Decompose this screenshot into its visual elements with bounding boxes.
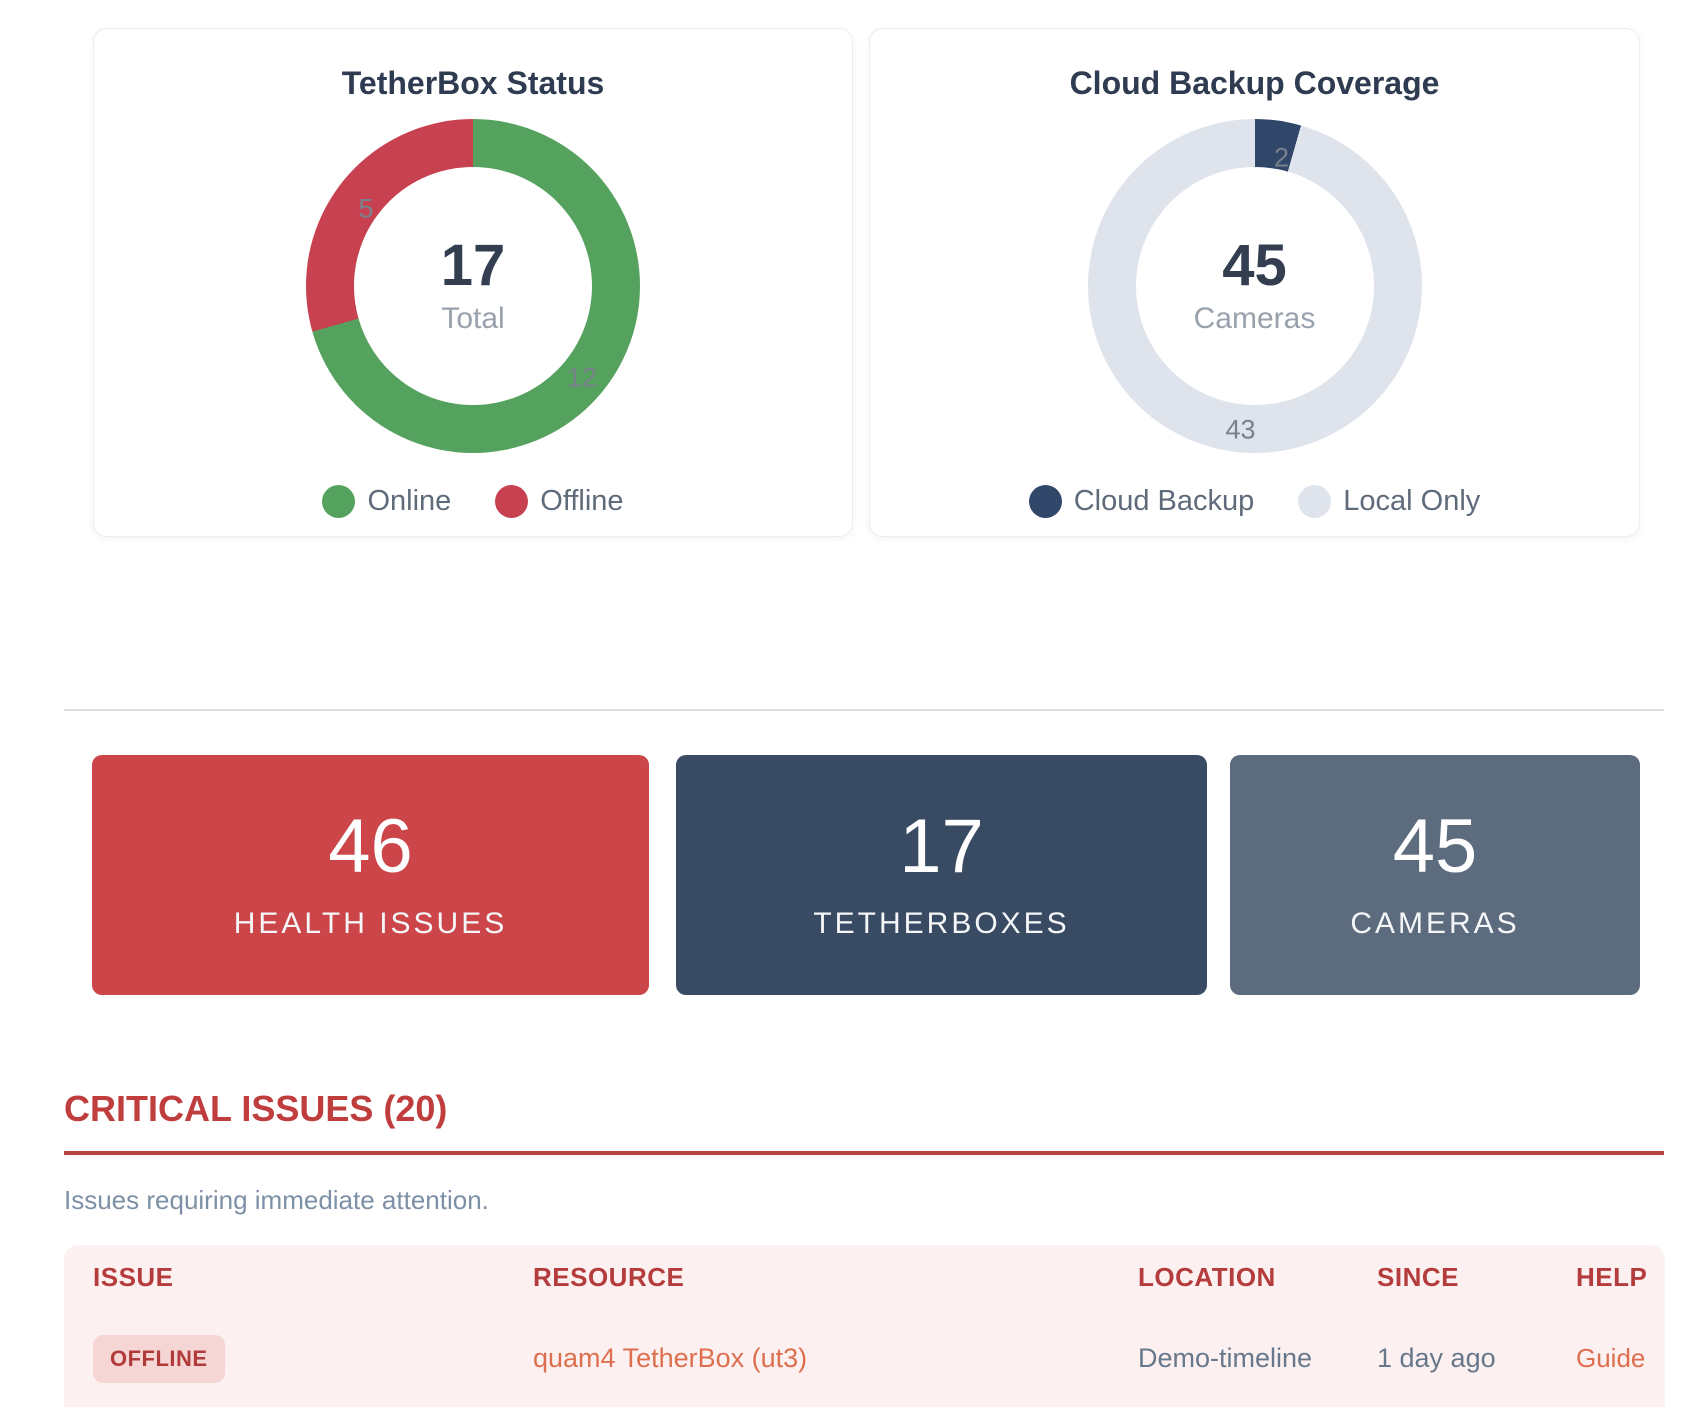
- critical-issues-table: ISSUE RESOURCE LOCATION SINCE HELP OFFLI…: [64, 1245, 1665, 1422]
- cloud-backup-donut-chart: 2 43 45 Cameras: [1087, 119, 1422, 453]
- cameras-count: 45: [1222, 232, 1287, 298]
- cloud-backup-legend-dot-icon: [1028, 485, 1062, 518]
- legend-item-online[interactable]: Online: [322, 485, 451, 518]
- offline-status-badge: OFFLINE: [93, 1334, 225, 1383]
- stat-label: CAMERAS: [1350, 907, 1520, 940]
- stat-value: 46: [328, 804, 413, 889]
- health-issues-stat-tile: 46 HEALTH ISSUES: [92, 755, 649, 995]
- since-cell: 1 day ago: [1377, 1343, 1496, 1373]
- table-header-row: ISSUE RESOURCE LOCATION SINCE HELP: [64, 1245, 1665, 1310]
- column-header-resource: RESOURCE: [533, 1262, 685, 1292]
- legend-label: Local Only: [1343, 485, 1481, 517]
- column-header-help: HELP: [1576, 1262, 1648, 1292]
- legend-item-local-only[interactable]: Local Only: [1298, 485, 1480, 518]
- donut-center: 45 Cameras: [1135, 167, 1374, 405]
- guide-link[interactable]: Guide: [1576, 1343, 1646, 1373]
- critical-issues-heading: CRITICAL ISSUES (20): [64, 1088, 448, 1129]
- stat-value: 17: [899, 804, 984, 889]
- table-row: OFFLINE quam4 TetherBox (ut3) Demo-timel…: [64, 1310, 1665, 1407]
- tetherbox-status-card: TetherBox Status 12 5 17 Total Online Of…: [93, 28, 853, 537]
- legend: Cloud Backup Local Only: [870, 485, 1639, 518]
- cameras-label: Cameras: [1193, 302, 1316, 336]
- column-header-location: LOCATION: [1138, 1262, 1276, 1292]
- total-count: 17: [440, 232, 506, 298]
- resource-link[interactable]: quam4 TetherBox (ut3): [533, 1343, 808, 1373]
- donut-slice-value-offline: 5: [358, 193, 374, 224]
- card-title: Cloud Backup Coverage: [1069, 65, 1440, 101]
- section-divider: [64, 709, 1664, 711]
- stat-label: TETHERBOXES: [813, 907, 1070, 940]
- stat-value: 45: [1392, 804, 1478, 889]
- total-label: Total: [441, 302, 505, 336]
- online-legend-dot-icon: [322, 485, 356, 518]
- cameras-stat-tile: 45 CAMERAS: [1230, 755, 1640, 995]
- donut-slice-value-cloud-backup: 2: [1273, 142, 1290, 173]
- cloud-backup-coverage-card: Cloud Backup Coverage 2 43 45 Cameras Cl…: [869, 28, 1640, 537]
- tetherbox-status-donut-chart: 12 5 17 Total: [306, 119, 640, 453]
- legend-item-cloud-backup[interactable]: Cloud Backup: [1028, 485, 1255, 518]
- legend-label: Cloud Backup: [1073, 485, 1255, 517]
- column-header-since: SINCE: [1377, 1262, 1459, 1292]
- local-only-legend-dot-icon: [1298, 485, 1332, 518]
- location-cell: Demo-timeline: [1138, 1343, 1313, 1373]
- legend-item-offline[interactable]: Offline: [495, 485, 624, 518]
- heading-underline: [64, 1151, 1664, 1155]
- legend-label: Offline: [540, 485, 624, 517]
- stat-label: HEALTH ISSUES: [233, 907, 508, 940]
- legend: Online Offline: [94, 485, 852, 518]
- column-header-issue: ISSUE: [93, 1262, 174, 1292]
- donut-center: 17 Total: [354, 167, 592, 405]
- donut-slice-value-local-only: 43: [1225, 414, 1256, 445]
- table-row-partial: [64, 1407, 1665, 1422]
- card-title: TetherBox Status: [341, 65, 605, 101]
- offline-legend-dot-icon: [495, 485, 529, 518]
- tetherboxes-stat-tile: 17 TETHERBOXES: [676, 755, 1207, 995]
- critical-issues-subheading: Issues requiring immediate attention.: [64, 1185, 489, 1215]
- donut-slice-value-online: 12: [566, 362, 598, 393]
- legend-label: Online: [367, 485, 452, 517]
